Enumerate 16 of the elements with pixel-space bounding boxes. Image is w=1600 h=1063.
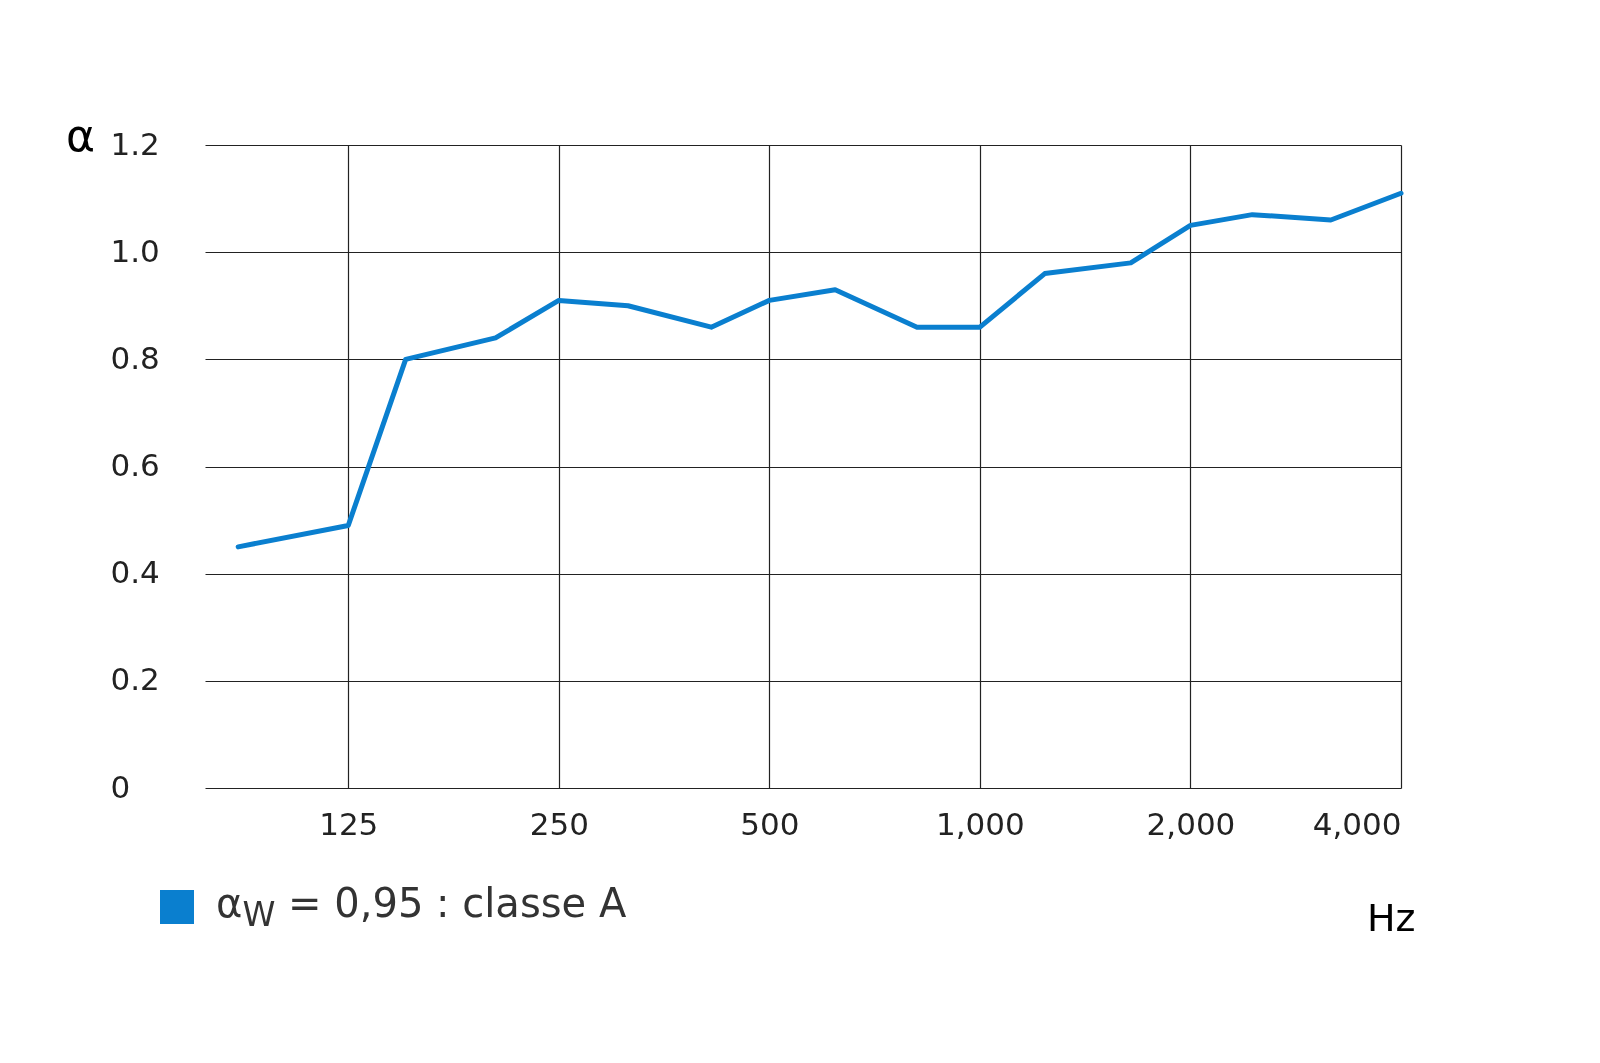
y-tick-label: 0.2 <box>110 661 160 698</box>
legend-label: α$_{W}$ = 0,95 : classe A <box>216 880 627 934</box>
x-tick-label: 1,000 <box>936 805 1025 842</box>
y-tick-label: 0.4 <box>110 554 160 591</box>
y-tick-label: 0 <box>110 768 131 805</box>
x-tick-label: 2,000 <box>1146 805 1236 842</box>
y-tick-label: 1.0 <box>110 232 160 269</box>
y-tick-label: 0.6 <box>110 447 160 483</box>
y-tick-label: 0.8 <box>110 339 160 376</box>
x-tick-label: 250 <box>529 805 589 842</box>
x-axis-title: Hz <box>1366 895 1416 940</box>
x-tick-label: 500 <box>740 805 800 842</box>
x-tick-label: 4,000 <box>1312 805 1402 842</box>
x-tick-label: 125 <box>319 805 379 842</box>
y-axis-title: α <box>65 109 96 161</box>
y-tick-label: 1.2 <box>110 125 160 162</box>
